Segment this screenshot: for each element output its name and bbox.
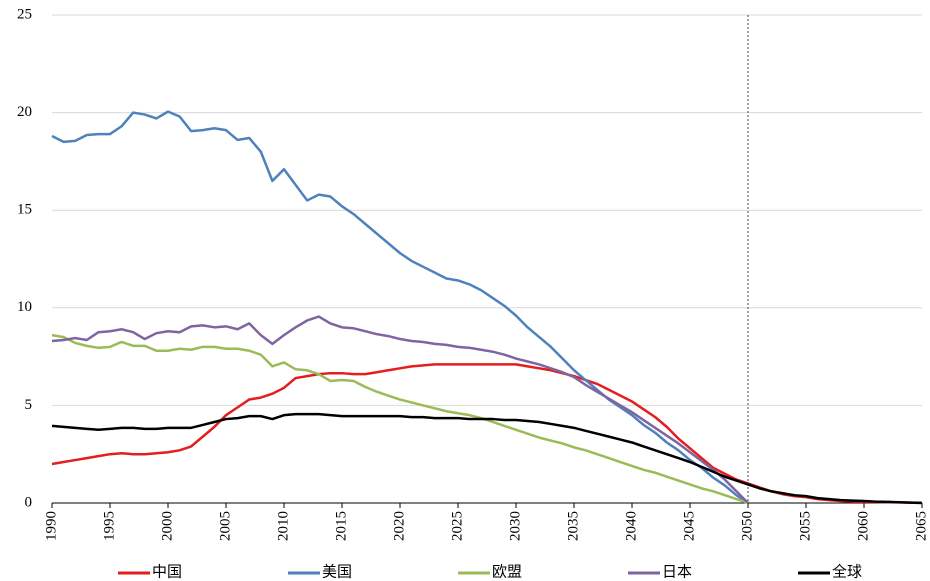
x-tick-label: 2010: [275, 511, 291, 541]
x-tick-label: 2045: [681, 511, 697, 541]
x-tick-label: 2050: [739, 511, 755, 541]
x-tick-label: 2035: [565, 511, 581, 541]
legend-label: 日本: [662, 563, 692, 580]
x-tick-label: 2065: [913, 511, 929, 541]
legend-label: 中国: [152, 563, 182, 580]
y-tick-label: 5: [25, 397, 33, 413]
x-tick-label: 2030: [507, 511, 523, 541]
y-tick-label: 10: [17, 299, 32, 315]
y-tick-label: 20: [17, 104, 32, 120]
x-tick-label: 2000: [159, 511, 175, 541]
series-line: [51, 110, 749, 505]
legend-label: 欧盟: [492, 563, 522, 580]
series-line: [51, 363, 923, 505]
x-tick-label: 2015: [333, 511, 349, 541]
x-tick-label: 2040: [623, 511, 639, 541]
legend-label: 全球: [832, 562, 862, 580]
y-tick-label: 15: [17, 202, 32, 218]
x-tick-label: 2005: [217, 511, 233, 541]
x-tick-label: 2060: [855, 511, 871, 541]
x-tick-label: 2020: [391, 511, 407, 541]
x-tick-label: 2055: [797, 511, 813, 541]
x-tick-label: 1990: [43, 511, 59, 541]
y-tick-label: 0: [25, 494, 33, 510]
x-tick-label: 1995: [101, 511, 117, 541]
series-line: [51, 315, 749, 504]
series-line: [51, 412, 923, 505]
legend-label: 美国: [322, 563, 352, 580]
x-tick-label: 2025: [449, 511, 465, 541]
y-tick-label: 25: [17, 6, 32, 22]
series-line: [51, 333, 749, 505]
